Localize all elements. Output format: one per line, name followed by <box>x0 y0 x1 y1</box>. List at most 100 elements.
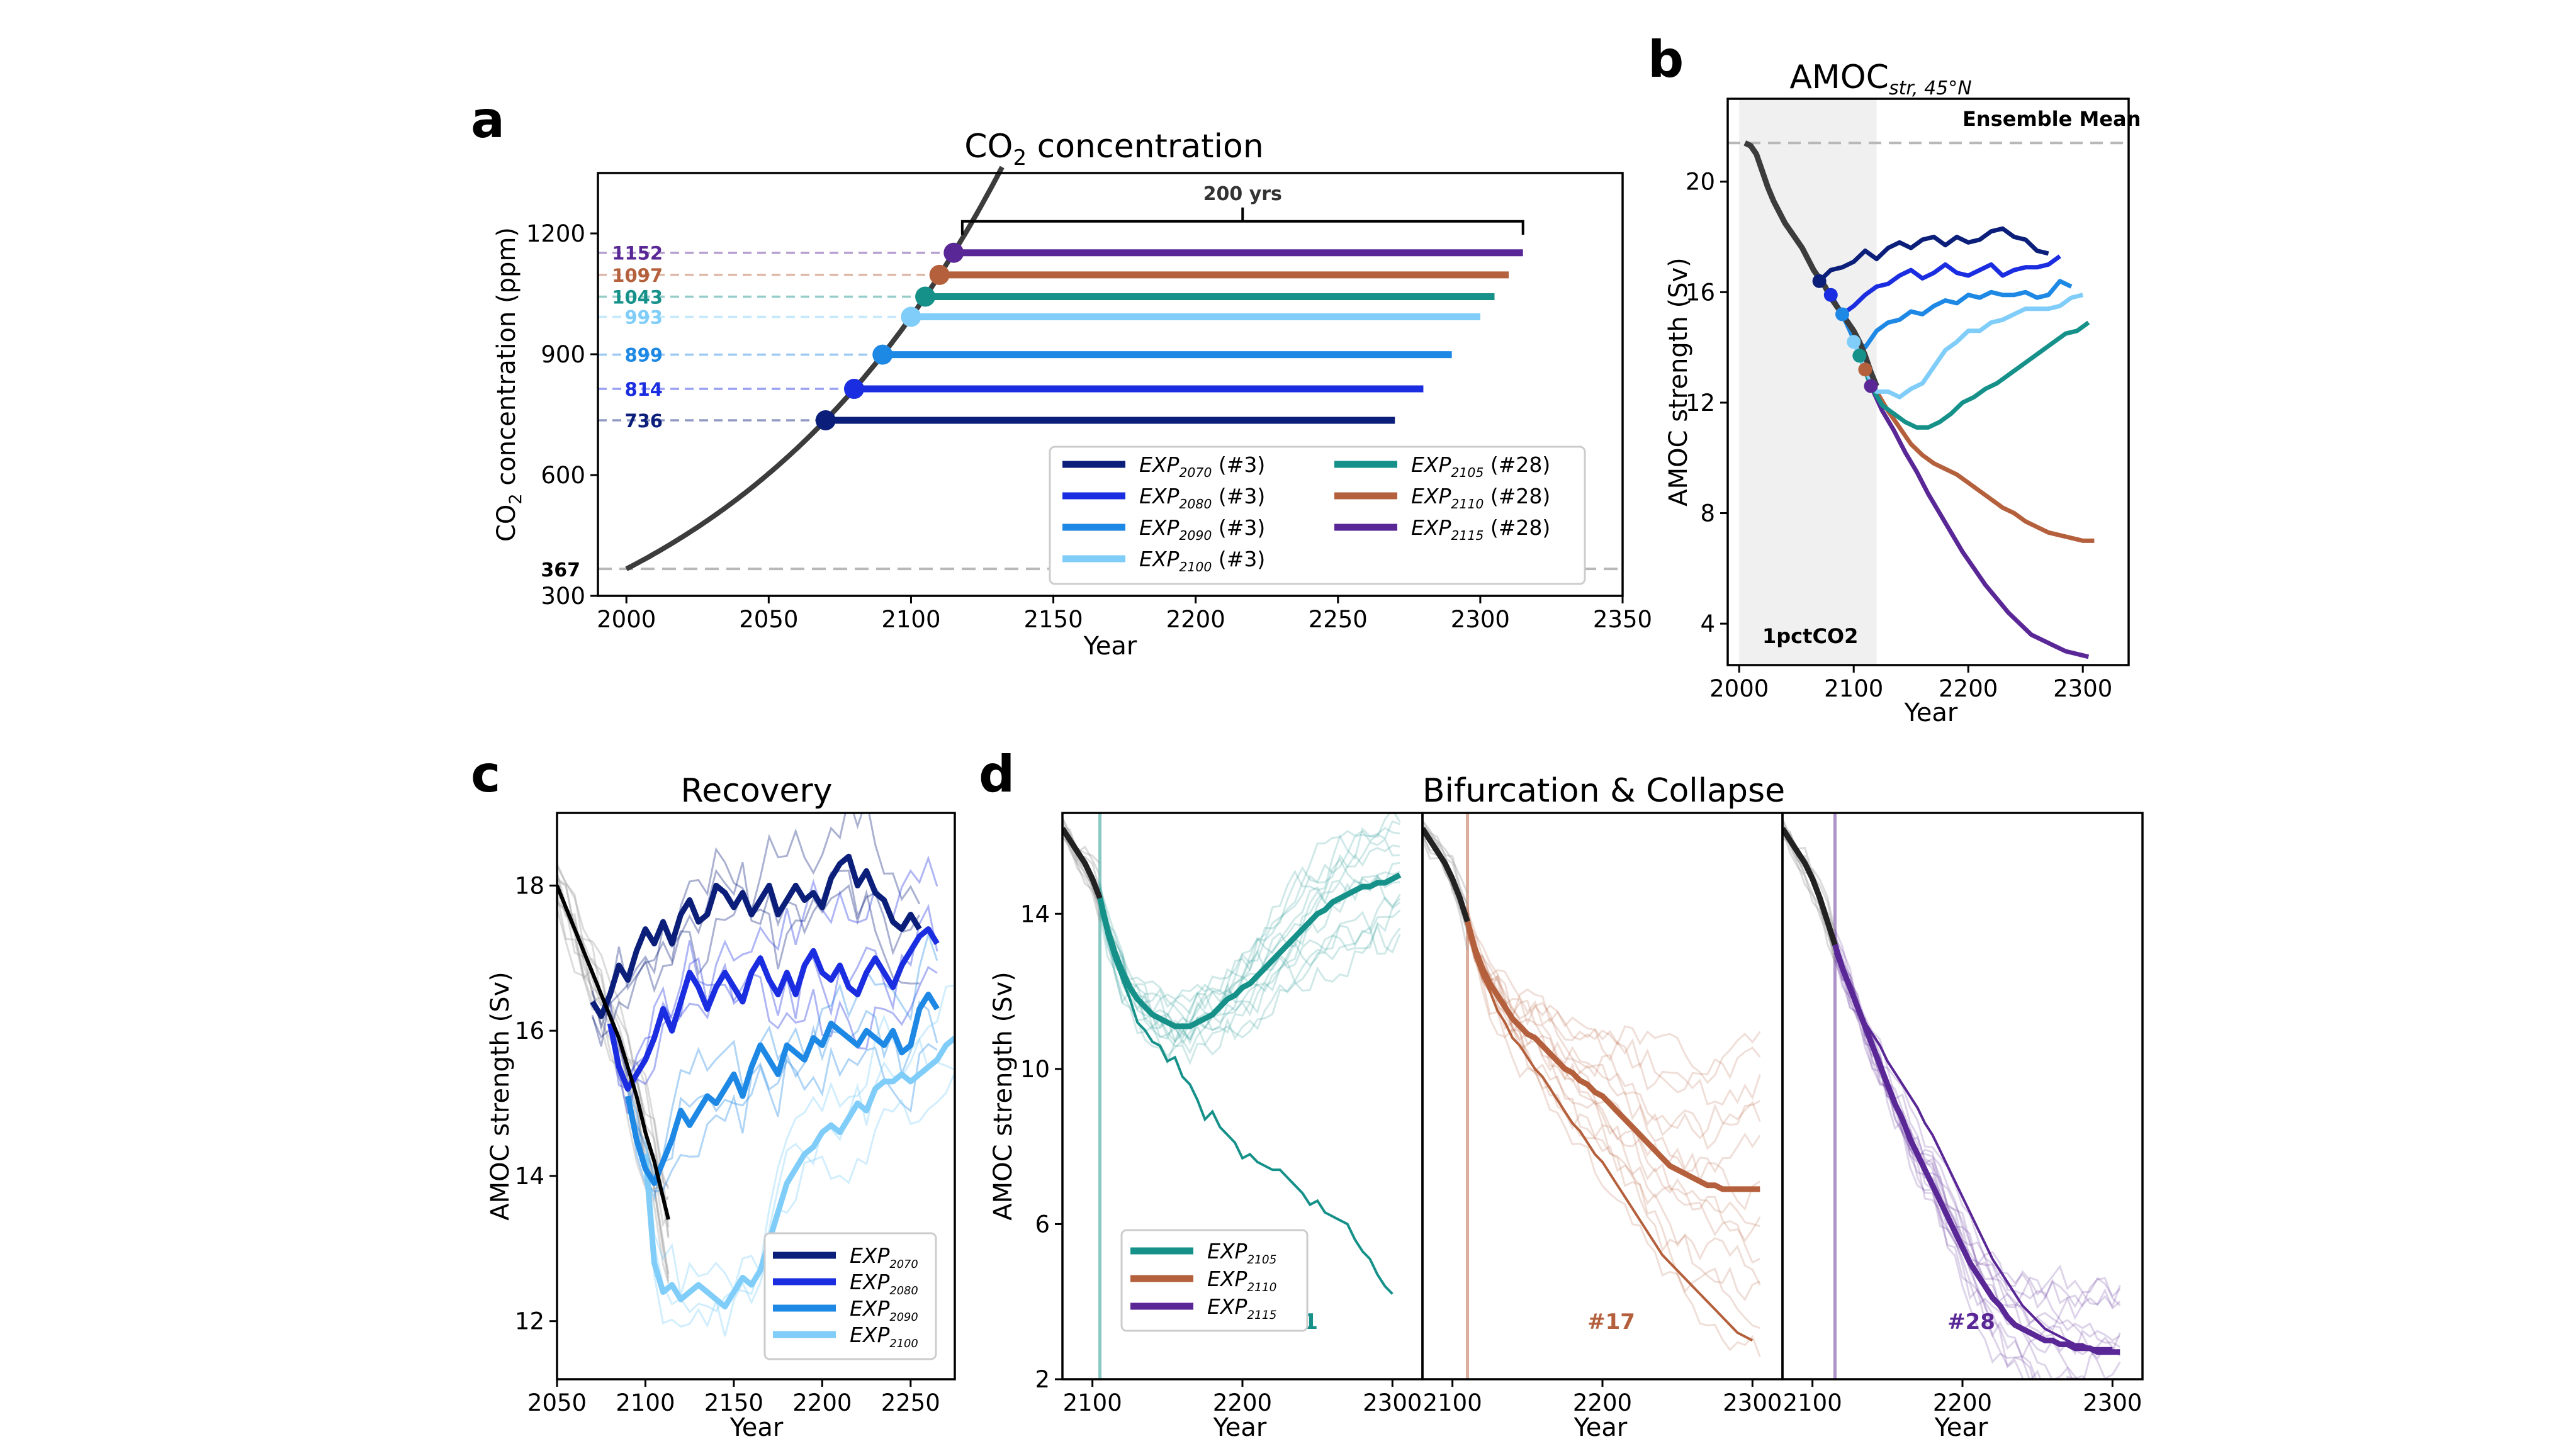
d-member-exp2115-12 <box>1834 938 2121 1309</box>
panel-c-title: Recovery <box>680 772 832 810</box>
panel-d-1-xtick-label-2100: 2100 <box>1423 1389 1482 1416</box>
co2-value-label-2115: 1152 <box>612 243 663 264</box>
amoc-mean-exp2070 <box>1818 226 2049 283</box>
forcing-shade <box>1739 99 1877 665</box>
d-member-exp2110-12 <box>1467 937 1761 1094</box>
member-label-exp2115: #28 <box>1947 1309 1995 1335</box>
panel-a-legend-label-2080: EXP2080 (#3) <box>1139 484 1265 512</box>
d-hist-member-1-4 <box>1422 825 1468 905</box>
panel-a-legend-label-2070: EXP2070 (#3) <box>1139 452 1265 480</box>
d-hist-member-1-0 <box>1422 820 1468 929</box>
co2-value-label-2110: 1097 <box>612 265 663 286</box>
branch-dot-exp2090 <box>1835 307 1849 322</box>
panel-b-ytick-label-20: 20 <box>1686 169 1715 196</box>
branch-dot-exp2100 <box>1847 335 1861 349</box>
panel-label-a: a <box>471 91 505 149</box>
d-member-exp2110-1 <box>1467 935 1760 1330</box>
d-mean-exp2110 <box>1465 921 1760 1192</box>
panel-d-1-xtick-label-2300: 2300 <box>1723 1389 1782 1416</box>
panel-c-legend-label-2080: EXP2080 <box>850 1270 918 1297</box>
co2-dot-2105 <box>915 286 936 307</box>
panel-a-xtick-label-2350: 2350 <box>1593 606 1652 633</box>
d-member-exp2105-3 <box>1099 901 1401 1043</box>
panel-d-lines-2 <box>1782 813 2121 1379</box>
d-hist-mean-0 <box>1062 827 1103 900</box>
amoc-mean-exp2090 <box>1840 279 2073 350</box>
panel-d-0-xtick-label-2200: 2200 <box>1213 1389 1272 1416</box>
panel-d-ylabel: AMOC strength (Sv) <box>989 972 1018 1220</box>
panel-c-legend-label-2090: EXP2090 <box>850 1296 918 1324</box>
d-hist-member-0-0 <box>1062 836 1101 910</box>
panel-a-legend-label-2110: EXP2110 (#28) <box>1411 484 1550 512</box>
highlight-member-exp2110 <box>1466 929 1754 1342</box>
panel-a-ytick-label-1200: 1200 <box>526 220 585 247</box>
panel-b-ytick-label-16: 16 <box>1686 279 1715 306</box>
d-hist-member-0-5 <box>1062 836 1101 923</box>
panel-b-xtick-label-2200: 2200 <box>1939 675 1998 702</box>
panel-b-xlabel: Year <box>1904 698 1958 727</box>
hist-member-0 <box>557 877 670 1239</box>
panel-b-axes <box>1726 98 2130 666</box>
panel-d-title: Bifurcation & Collapse <box>1422 772 1785 810</box>
highlight-member-exp2105 <box>1098 905 1393 1295</box>
co2-dot-2110 <box>929 264 950 285</box>
1pctco2-label: 1pctCO2 <box>1762 624 1858 648</box>
panel-d-legend-label-2105: EXP2105 <box>1207 1239 1276 1267</box>
co2-value-label-2100: 993 <box>624 306 663 328</box>
ensemble-mean-label: Ensemble Mean <box>1962 107 2141 131</box>
panel-b-xtick-label-2100: 2100 <box>1824 675 1883 702</box>
amoc-mean-exp2115 <box>1869 385 2090 659</box>
d-hist-member-0-4 <box>1062 817 1101 865</box>
member-exp2100-0 <box>644 1072 955 1337</box>
d-member-exp2110-0 <box>1467 913 1761 1358</box>
panel-a-legend-label-2115: EXP2115 (#28) <box>1411 515 1550 543</box>
d-member-exp2110-13 <box>1467 925 1761 1084</box>
member-exp2080-0 <box>609 962 938 1090</box>
co2-dot-2080 <box>844 379 864 400</box>
d-hist-member-0-9 <box>1062 817 1101 876</box>
panel-a-xlabel: Year <box>1083 632 1137 661</box>
panel-a-xtick-label-2250: 2250 <box>1309 606 1368 633</box>
panel-c-axes <box>556 812 956 1380</box>
member-exp2070-1 <box>591 861 921 1030</box>
panel-a-legend-label-2100: EXP2100 (#3) <box>1139 547 1265 574</box>
d-member-exp2110-3 <box>1467 910 1761 1286</box>
panel-a-legend-label-2090: EXP2090 (#3) <box>1139 515 1265 543</box>
panel-b: b AMOCstr, 45°N 2000 2100 2200 2300 4 8 12 16 20… <box>1648 30 2141 727</box>
panel-a: a CO2 concentration 200 yrs 367 736 814 899… <box>471 91 1652 661</box>
d-mean-exp2105 <box>1097 872 1402 1029</box>
branch-dot-exp2110 <box>1858 362 1872 377</box>
d-member-exp2105-12 <box>1099 827 1400 1029</box>
amoc-mean-exp2100 <box>1851 293 2084 400</box>
mean-exp2080 <box>607 926 940 1092</box>
d-member-exp2105-13 <box>1099 820 1400 1016</box>
d-hist-mean-1 <box>1422 827 1470 922</box>
panel-a-ytick-label-300: 300 <box>541 583 585 610</box>
mean-exp2090 <box>624 992 940 1186</box>
hist-member-8 <box>557 865 669 1201</box>
panel-c-legend-label-2070: EXP2070 <box>850 1243 918 1271</box>
panel-a-xtick-label-2050: 2050 <box>739 606 798 633</box>
member-exp2070-2 <box>591 813 921 1047</box>
panel-b-title: AMOCstr, 45°N <box>1789 59 1971 99</box>
panel-a-xtick-label-2000: 2000 <box>597 606 656 633</box>
panel-a-legend-label-2105: EXP2105 (#28) <box>1411 452 1550 480</box>
d-member-exp2110-5 <box>1467 920 1761 1243</box>
panel-a-title: CO2 concentration <box>964 128 1264 171</box>
mean-exp2100 <box>642 1036 955 1310</box>
d-member-exp2110-10 <box>1467 927 1761 1140</box>
panel-c-xtick-label-2200: 2200 <box>792 1389 852 1416</box>
panel-d-ytick-label-14: 14 <box>1020 900 1050 927</box>
co2-baseline-label: 367 <box>541 559 580 581</box>
panel-c: c Recovery 2050 2100 2150 2200 225012141618 … <box>471 745 956 1442</box>
panel-d-0-xtick-label-2100: 2100 <box>1063 1389 1122 1416</box>
panel-c-xtick-label-2050: 2050 <box>527 1389 587 1416</box>
panel-d-xlabel-1: Year <box>1213 1413 1267 1442</box>
panel-d-lines-0 <box>1062 813 1402 1379</box>
panel-a-ytick-label-900: 900 <box>541 341 585 368</box>
d-member-exp2105-8 <box>1099 858 1400 1028</box>
amoc-mean-exp2105 <box>1857 320 2090 430</box>
